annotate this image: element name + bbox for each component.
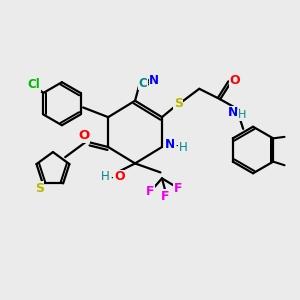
- Text: N: N: [165, 137, 175, 151]
- Text: F: F: [174, 182, 183, 195]
- Text: N: N: [227, 106, 238, 119]
- Text: F: F: [161, 190, 169, 203]
- Text: F: F: [146, 185, 154, 198]
- Text: H: H: [179, 141, 188, 154]
- Text: H: H: [238, 110, 246, 120]
- Text: Cl: Cl: [28, 78, 40, 92]
- Text: O: O: [114, 170, 124, 183]
- Text: C: C: [139, 77, 147, 90]
- Text: S: S: [174, 97, 183, 110]
- Text: -: -: [110, 169, 116, 184]
- Text: O: O: [78, 130, 89, 142]
- Text: H: H: [101, 170, 110, 183]
- Text: N: N: [149, 74, 159, 88]
- Text: -: -: [175, 140, 180, 154]
- Text: O: O: [229, 74, 240, 87]
- Text: S: S: [35, 182, 44, 195]
